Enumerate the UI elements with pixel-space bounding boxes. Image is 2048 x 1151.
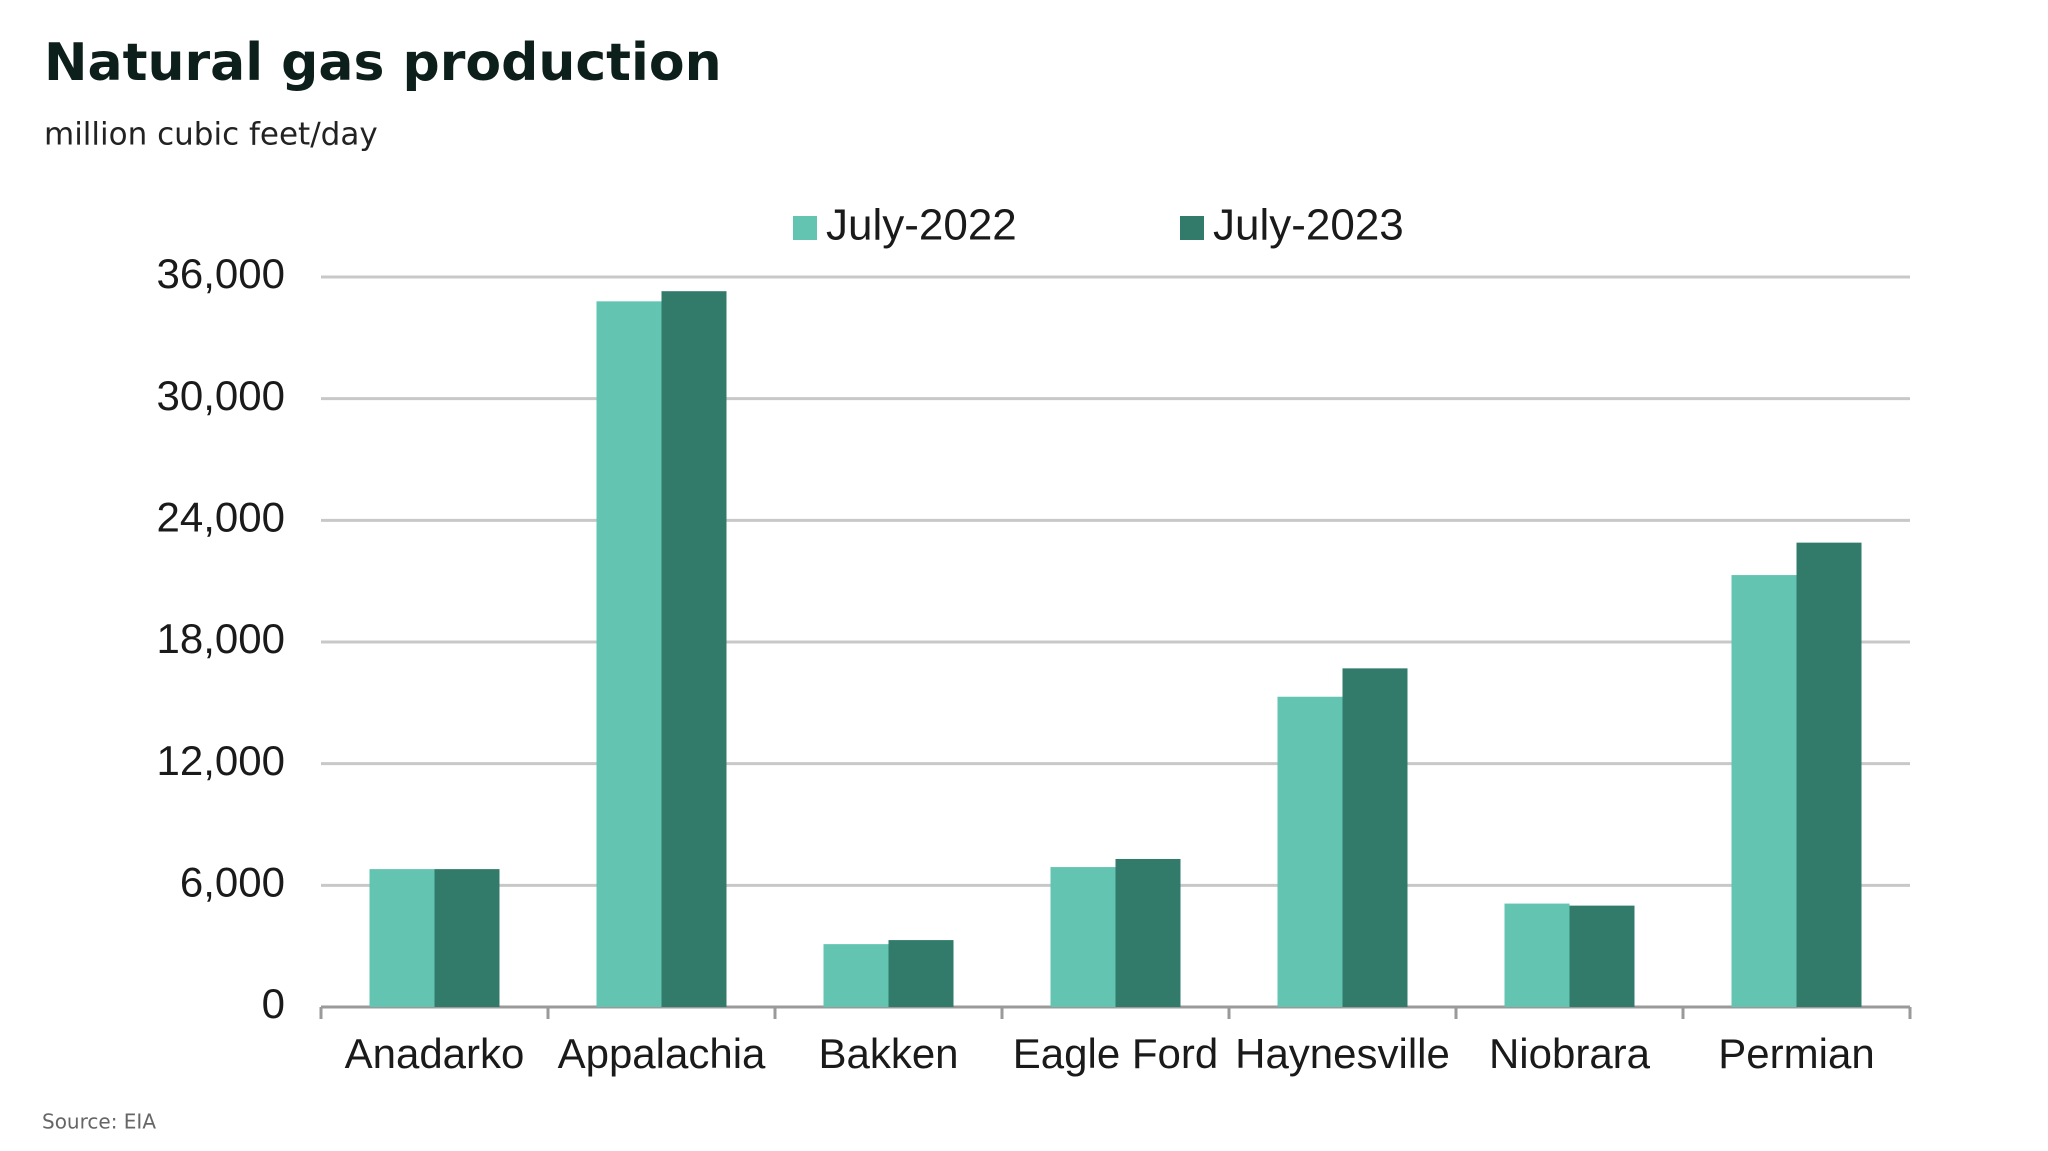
bar bbox=[1504, 903, 1570, 1007]
bar bbox=[1115, 858, 1181, 1007]
x-tick-label: Appalachia bbox=[558, 1030, 766, 1077]
bar bbox=[369, 869, 435, 1007]
bar bbox=[596, 301, 662, 1007]
chart-subtitle: million cubic feet/day bbox=[44, 117, 378, 153]
y-tick-label: 36,000 bbox=[157, 250, 285, 297]
bar bbox=[1569, 905, 1635, 1007]
y-tick-label: 30,000 bbox=[157, 372, 285, 419]
bar bbox=[1731, 575, 1797, 1007]
y-tick-label: 24,000 bbox=[157, 493, 285, 540]
bar bbox=[1796, 542, 1862, 1007]
y-tick-label: 18,000 bbox=[157, 615, 285, 662]
x-tick-label: Haynesville bbox=[1235, 1030, 1450, 1077]
x-tick-label: Eagle Ford bbox=[1013, 1030, 1218, 1077]
legend-swatch bbox=[1180, 216, 1204, 240]
legend-swatch bbox=[793, 216, 817, 240]
bar bbox=[434, 869, 500, 1007]
y-tick-label: 12,000 bbox=[157, 737, 285, 784]
bar bbox=[1050, 867, 1116, 1007]
legend-label: July-2022 bbox=[826, 201, 1017, 250]
bar bbox=[888, 940, 954, 1007]
bar bbox=[1342, 668, 1408, 1007]
bar bbox=[661, 291, 727, 1007]
x-tick-label: Permian bbox=[1718, 1030, 1874, 1077]
chart-title: Natural gas production bbox=[44, 33, 722, 93]
bar bbox=[1277, 696, 1343, 1007]
x-tick-label: Niobrara bbox=[1489, 1030, 1651, 1077]
bar bbox=[823, 944, 889, 1007]
x-tick-label: Bakken bbox=[818, 1030, 958, 1077]
source-note: Source: EIA bbox=[42, 1110, 156, 1134]
x-tick-label: Anadarko bbox=[345, 1030, 525, 1077]
y-tick-label: 6,000 bbox=[180, 858, 285, 905]
y-tick-label: 0 bbox=[262, 980, 285, 1027]
legend-label: July-2023 bbox=[1213, 201, 1404, 250]
